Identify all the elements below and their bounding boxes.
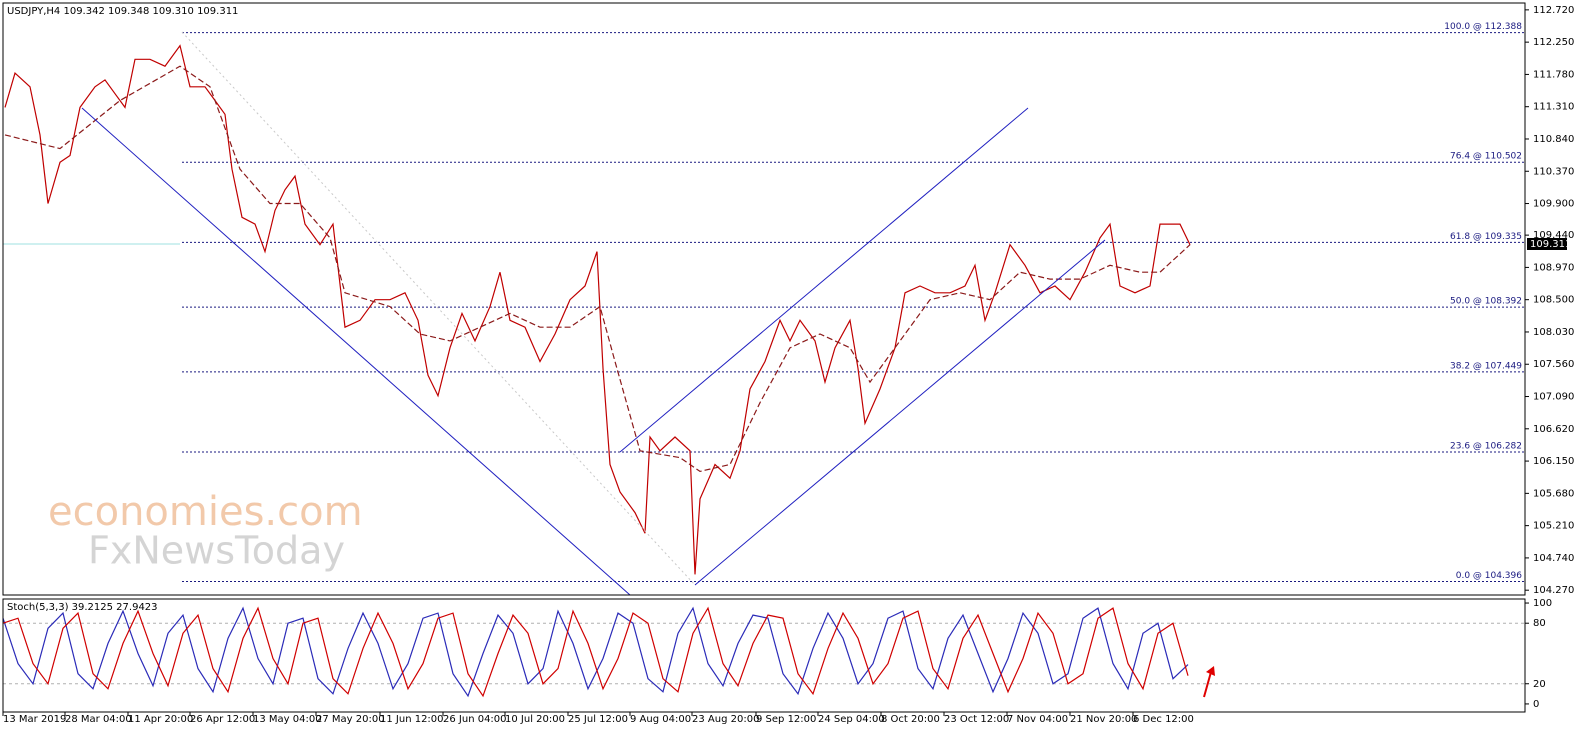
y-tick-label: 104.270	[1533, 585, 1574, 596]
fib-label: 61.8 @ 109.335	[1450, 232, 1522, 242]
fib-label: 38.2 @ 107.449	[1450, 361, 1522, 371]
trend-line	[694, 239, 1106, 586]
x-tick-label: 9 Aug 04:00	[630, 714, 691, 725]
y-tick-label: 112.250	[1533, 37, 1574, 48]
fib-label: 50.0 @ 108.392	[1450, 297, 1522, 307]
arrow	[1203, 671, 1212, 698]
x-tick-label: 26 Apr 12:00	[190, 714, 255, 725]
x-tick-label: 11 Apr 20:00	[128, 714, 193, 725]
y-tick-label: 111.310	[1533, 102, 1574, 113]
stoch-title: Stoch(5,3,3) 39.2125 27.9423	[7, 602, 158, 613]
y-tick-label: 0	[1533, 699, 1539, 710]
y-tick-label: 110.840	[1533, 134, 1574, 145]
watermark: FxNewsToday	[88, 529, 345, 573]
fib-label: 76.4 @ 110.502	[1450, 152, 1522, 162]
x-tick-label: 9 Sep 12:00	[756, 714, 816, 725]
series-line	[4, 44, 1191, 575]
x-tick-label: 27 May 20:00	[316, 714, 385, 725]
y-tick-label: 108.030	[1533, 327, 1574, 338]
y-tick-label: 104.740	[1533, 553, 1574, 564]
y-tick-label: 100	[1533, 598, 1552, 609]
stoch-frame	[2, 598, 1526, 713]
x-tick-label: 23 Oct 12:00	[944, 714, 1009, 725]
x-tick-label: 21 Nov 20:00	[1070, 714, 1137, 725]
last-price-box	[1527, 237, 1567, 250]
y-tick-label: 106.150	[1533, 456, 1574, 467]
x-tick-label: 28 Mar 04:00	[65, 714, 132, 725]
y-tick-label: 108.970	[1533, 262, 1574, 273]
y-tick-label: 107.560	[1533, 359, 1574, 370]
y-tick-label: 110.370	[1533, 166, 1574, 177]
x-tick-label: 25 Jul 12:00	[568, 714, 628, 725]
series-line	[2, 606, 1189, 698]
x-tick-label: 7 Nov 04:00	[1007, 714, 1068, 725]
y-tick-label: 111.780	[1533, 69, 1574, 80]
y-tick-label: 109.440	[1533, 230, 1574, 241]
trend-line	[619, 107, 1029, 453]
fib-label: 100.0 @ 112.388	[1444, 22, 1522, 32]
y-tick-label: 109.900	[1533, 199, 1574, 210]
y-tick-label: 108.500	[1533, 295, 1574, 306]
x-tick-label: 10 Jul 20:00	[505, 714, 565, 725]
plot-layer	[2, 32, 1525, 698]
series-line	[4, 65, 1191, 473]
y-tick-label: 105.210	[1533, 521, 1574, 532]
chart-title: USDJPY,H4 109.342 109.348 109.310 109.31…	[7, 6, 238, 17]
price-frame	[2, 2, 1526, 596]
y-tick-label: 20	[1533, 679, 1546, 690]
x-tick-label: 8 Oct 20:00	[881, 714, 940, 725]
y-tick-label: 80	[1533, 618, 1546, 629]
x-tick-label: 11 Jun 12:00	[380, 714, 444, 725]
trend-line	[81, 107, 631, 596]
x-tick-label: 23 Aug 20:00	[692, 714, 759, 725]
x-tick-label: 24 Sep 04:00	[818, 714, 885, 725]
last-price-label: 109.311	[1530, 239, 1571, 250]
x-tick-label: 26 Jun 04:00	[443, 714, 507, 725]
fib-label: 23.6 @ 106.282	[1450, 442, 1522, 452]
x-tick-label: 13 May 04:00	[253, 714, 322, 725]
fib-trend	[181, 31, 696, 586]
x-tick-label: 13 Mar 2019	[3, 714, 66, 725]
y-tick-label: 107.090	[1533, 392, 1574, 403]
y-tick-label: 105.680	[1533, 488, 1574, 499]
arrow-head	[1206, 666, 1215, 676]
y-tick-label: 112.720	[1533, 5, 1574, 16]
y-tick-label: 106.620	[1533, 424, 1574, 435]
series-line	[2, 606, 1189, 698]
watermark: economies.com	[48, 489, 363, 535]
x-tick-label: 6 Dec 12:00	[1133, 714, 1194, 725]
fib-label: 0.0 @ 104.396	[1456, 571, 1523, 581]
